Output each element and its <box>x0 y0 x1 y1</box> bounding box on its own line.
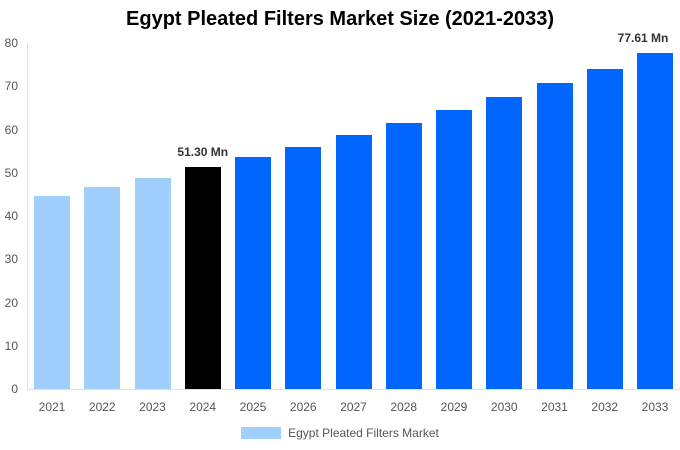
bar-2033 <box>637 53 673 389</box>
legend-label: Egypt Pleated Filters Market <box>288 426 439 440</box>
y-tick-label: 40 <box>4 209 18 223</box>
chart-title: Egypt Pleated Filters Market Size (2021-… <box>126 8 554 30</box>
bar-2021 <box>34 196 70 389</box>
bar-2028 <box>385 123 422 389</box>
y-tick-label: 50 <box>4 165 18 180</box>
data-label: 77.61 Mn <box>617 31 669 46</box>
y-tick-label: 20 <box>4 295 18 310</box>
bar-2032 <box>586 68 623 389</box>
data-label: 51.30 Mn <box>177 145 229 160</box>
bar-2029 <box>436 110 472 389</box>
bar-2025 <box>235 157 271 389</box>
x-tick-label: 2024 <box>189 400 217 414</box>
bar-2024 <box>184 167 221 389</box>
x-tick-label: 2032 <box>591 400 619 414</box>
y-tick-label: 80 <box>4 36 18 50</box>
x-tick-label: 2029 <box>440 400 468 414</box>
y-tick-label: 60 <box>4 122 18 137</box>
y-tick-label: 70 <box>4 79 18 94</box>
bar-2027 <box>335 135 372 389</box>
legend: Egypt Pleated Filters Market <box>0 426 680 440</box>
x-tick-label: 2030 <box>490 400 518 414</box>
y-axis-line <box>27 43 28 389</box>
bar-2023 <box>134 177 171 389</box>
legend-swatch <box>241 427 282 439</box>
x-tick-label: 2027 <box>340 400 367 414</box>
bar-2022 <box>84 187 121 389</box>
x-axis-line <box>27 389 680 390</box>
bar-2031 <box>536 83 573 389</box>
x-tick-label: 2022 <box>88 400 116 414</box>
x-tick-label: 2031 <box>541 400 568 414</box>
x-tick-label: 2028 <box>390 400 418 414</box>
y-tick-label: 10 <box>4 338 18 353</box>
bar-2030 <box>486 97 523 389</box>
bar-2026 <box>285 146 322 389</box>
x-tick-label: 2033 <box>641 400 669 414</box>
y-tick-label: 0 <box>11 382 18 396</box>
x-tick-label: 2021 <box>38 400 66 414</box>
y-tick-label: 30 <box>4 252 18 267</box>
x-tick-label: 2025 <box>239 400 267 414</box>
x-tick-label: 2023 <box>139 400 166 414</box>
x-tick-label: 2026 <box>289 400 317 414</box>
